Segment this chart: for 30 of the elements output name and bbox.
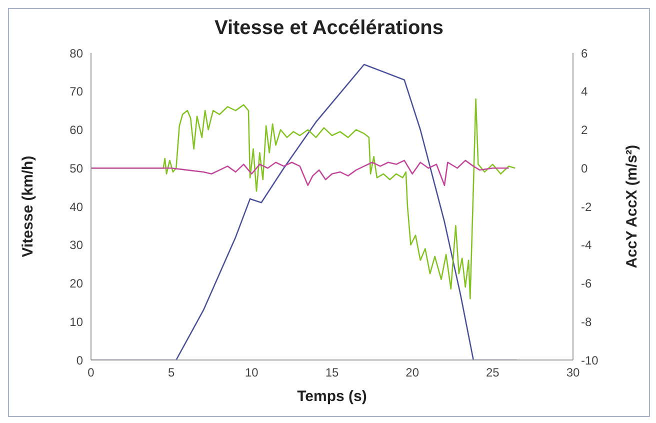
y-tick-label: 70 <box>70 84 84 99</box>
y-tick-label: 60 <box>70 123 84 138</box>
x-tick-label: 30 <box>566 366 580 380</box>
y-tick-label: 20 <box>70 276 84 291</box>
x-axis-title: Temps (s) <box>297 388 367 405</box>
y2-tick-label: -6 <box>581 276 592 291</box>
line-series <box>91 160 510 186</box>
x-tick-label: 15 <box>325 366 339 380</box>
y-tick-label: 0 <box>76 353 84 368</box>
y-tick-label: 50 <box>70 161 84 176</box>
x-tick-label: 10 <box>244 366 259 380</box>
x-tick-label: 5 <box>168 366 175 380</box>
y2-tick-label: 2 <box>581 123 588 138</box>
y-tick-label: 30 <box>70 238 84 252</box>
y-tick-label: 40 <box>70 200 84 214</box>
y2-tick-label: 4 <box>581 84 588 99</box>
y2-tick-label: -4 <box>581 238 592 252</box>
x-tick-label: 20 <box>406 366 420 380</box>
y2-tick-label: 6 <box>581 46 588 60</box>
chart-title: Vitesse et Accélérations <box>213 16 444 41</box>
y2-tick-label: -2 <box>581 200 592 214</box>
y-tick-label: 80 <box>70 46 84 60</box>
y2-tick-label: -8 <box>581 314 592 329</box>
x-tick-label: 25 <box>486 366 500 380</box>
y2-axis-title: AccY AccX (m/s²) <box>623 144 640 268</box>
y2-tick-label: 0 <box>581 161 588 176</box>
y-axis-title: Vitesse (km/h) <box>19 156 36 258</box>
y-tick-label: 10 <box>70 314 84 329</box>
x-tick-label: 0 <box>88 366 95 380</box>
y2-tick-label: -10 <box>581 353 599 368</box>
